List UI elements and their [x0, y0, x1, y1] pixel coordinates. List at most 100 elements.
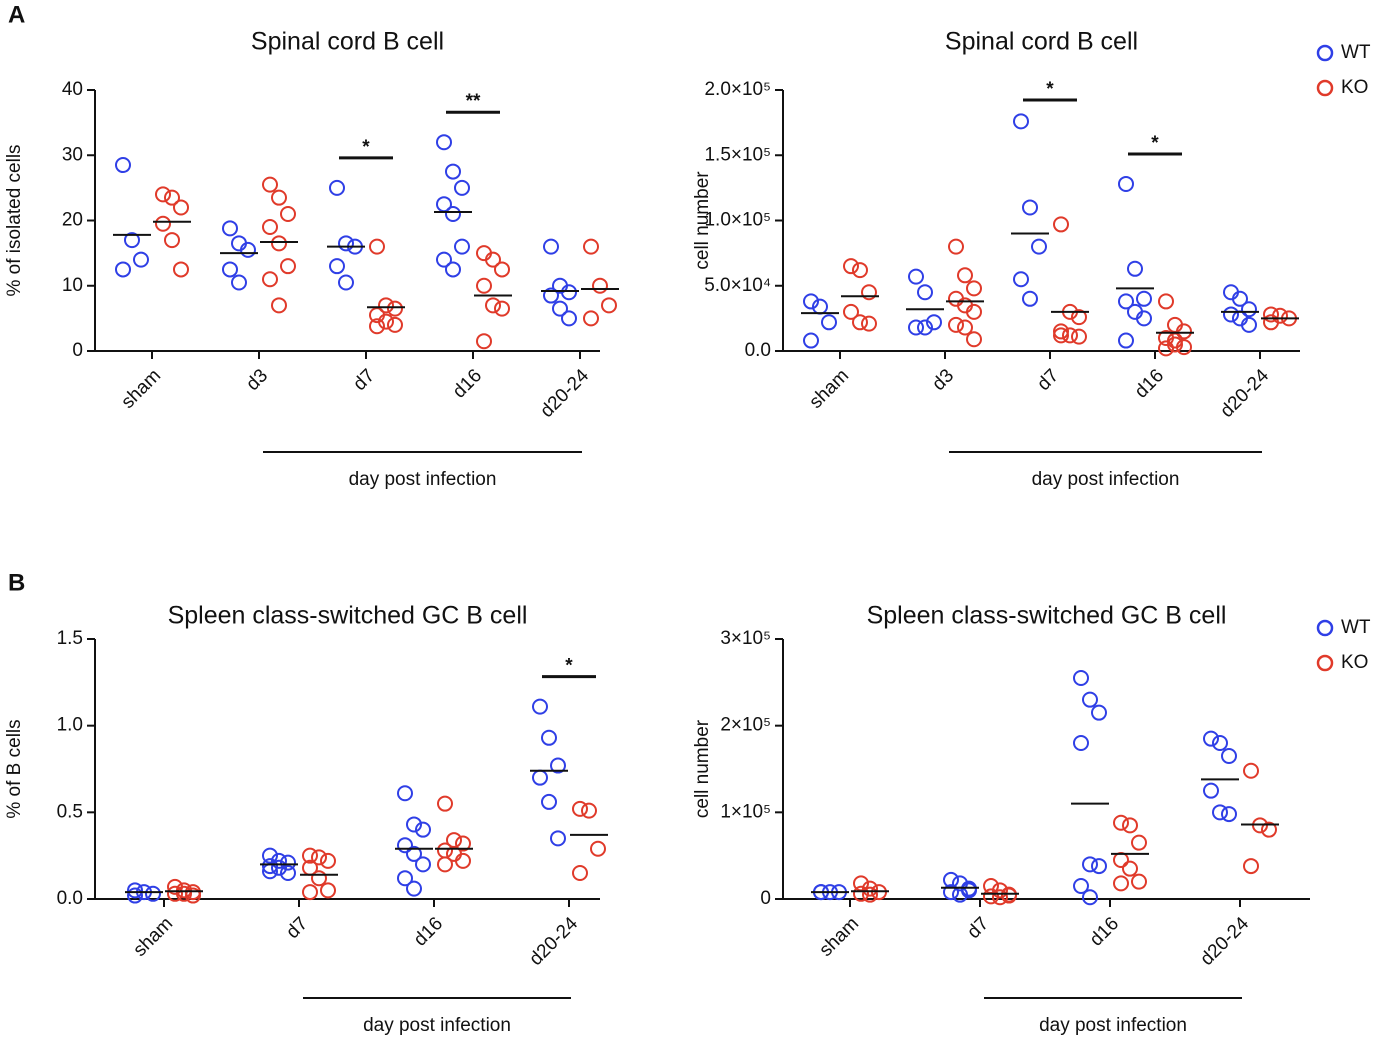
data-point	[541, 729, 557, 746]
data-point	[485, 251, 501, 268]
data-point	[338, 235, 354, 252]
data-point	[397, 837, 413, 854]
y-tick-label: 3×10⁵	[720, 628, 771, 649]
legend-label: KO	[1341, 652, 1368, 673]
data-point	[436, 251, 452, 268]
x-tick-label: d20-24	[536, 365, 593, 422]
data-point	[1022, 199, 1038, 216]
data-point	[1263, 314, 1279, 331]
data-point	[966, 331, 982, 348]
data-point	[271, 852, 287, 869]
chart-title: Spleen class-switched GC B cell	[867, 602, 1227, 630]
data-point	[861, 284, 877, 301]
data-point	[262, 176, 278, 193]
data-point	[164, 232, 180, 249]
x-tick-label: sham	[117, 365, 165, 413]
data-point	[302, 847, 318, 864]
data-point	[262, 271, 278, 288]
data-point	[803, 332, 819, 349]
data-point	[1073, 878, 1089, 894]
data-point	[1082, 889, 1098, 906]
data-point	[1261, 821, 1277, 838]
data-point	[572, 800, 588, 817]
data-point	[1122, 860, 1138, 877]
x-tick-label: d20-24	[525, 913, 582, 970]
data-point	[1118, 175, 1134, 192]
data-point	[1241, 301, 1257, 318]
data-point	[167, 885, 183, 902]
data-point	[1212, 804, 1228, 821]
x-tick-label: d7	[1033, 365, 1063, 395]
data-point	[803, 293, 819, 310]
data-point	[231, 274, 247, 291]
data-point	[1001, 887, 1017, 904]
data-point	[957, 319, 973, 336]
data-point	[445, 205, 461, 222]
data-point	[1071, 328, 1087, 345]
data-point	[852, 262, 868, 279]
data-point	[1158, 293, 1174, 310]
data-point	[222, 261, 238, 278]
data-point	[966, 303, 982, 320]
data-point	[1136, 290, 1152, 307]
data-point	[853, 885, 869, 902]
data-point	[115, 157, 131, 174]
data-point	[406, 880, 422, 897]
data-point	[494, 300, 510, 317]
data-point	[329, 258, 345, 275]
data-point	[1071, 309, 1087, 326]
data-point	[338, 274, 354, 291]
data-point	[271, 235, 287, 252]
data-point	[1158, 340, 1174, 357]
data-point	[592, 277, 608, 294]
data-point	[550, 830, 566, 847]
data-point	[1232, 290, 1248, 307]
x-tick-label: sham	[129, 913, 177, 961]
data-point	[262, 858, 278, 875]
y-tick-label: 1.0×10⁵	[704, 210, 771, 231]
data-point	[1073, 670, 1089, 686]
y-tick-label: 30	[62, 144, 83, 165]
significance-label: *	[362, 137, 370, 158]
x-tick-label: d20-24	[1196, 913, 1253, 970]
data-point	[1127, 260, 1143, 277]
data-point	[415, 821, 431, 838]
data-point	[280, 865, 296, 881]
x-tick-label: sham	[805, 365, 853, 413]
data-point	[378, 297, 394, 314]
y-tick-label: 0	[760, 888, 771, 909]
data-point	[369, 318, 385, 335]
data-point	[1203, 730, 1219, 747]
data-point	[1203, 782, 1219, 799]
data-point	[406, 816, 422, 833]
data-point	[1136, 310, 1152, 327]
data-point	[926, 314, 942, 331]
data-point	[262, 219, 278, 236]
data-point	[1243, 762, 1259, 779]
x-tick-label: d7	[349, 365, 379, 395]
x-axis-label: day post infection	[1039, 1015, 1187, 1036]
data-point	[908, 319, 924, 336]
y-tick-label: 5.0×10⁴	[704, 275, 771, 296]
data-point	[541, 793, 557, 810]
data-point	[124, 232, 140, 249]
data-point	[455, 835, 471, 852]
data-point	[917, 319, 933, 336]
data-point	[115, 261, 131, 278]
data-point	[957, 267, 973, 284]
data-point	[1243, 858, 1259, 875]
x-tick-label: d16	[449, 365, 486, 402]
x-axis-label: day post infection	[363, 1015, 511, 1036]
data-point	[983, 888, 999, 905]
y-tick-label: 1.5×10⁵	[704, 144, 771, 165]
data-point	[437, 856, 453, 873]
data-point	[280, 258, 296, 275]
chart-title: Spinal cord B cell	[251, 28, 444, 56]
data-point	[552, 300, 568, 317]
x-axis-label: day post infection	[1032, 469, 1180, 490]
data-point	[1263, 306, 1279, 323]
data-point	[454, 238, 470, 255]
data-point	[476, 277, 492, 294]
significance-label: *	[565, 656, 573, 677]
data-point	[302, 884, 318, 901]
